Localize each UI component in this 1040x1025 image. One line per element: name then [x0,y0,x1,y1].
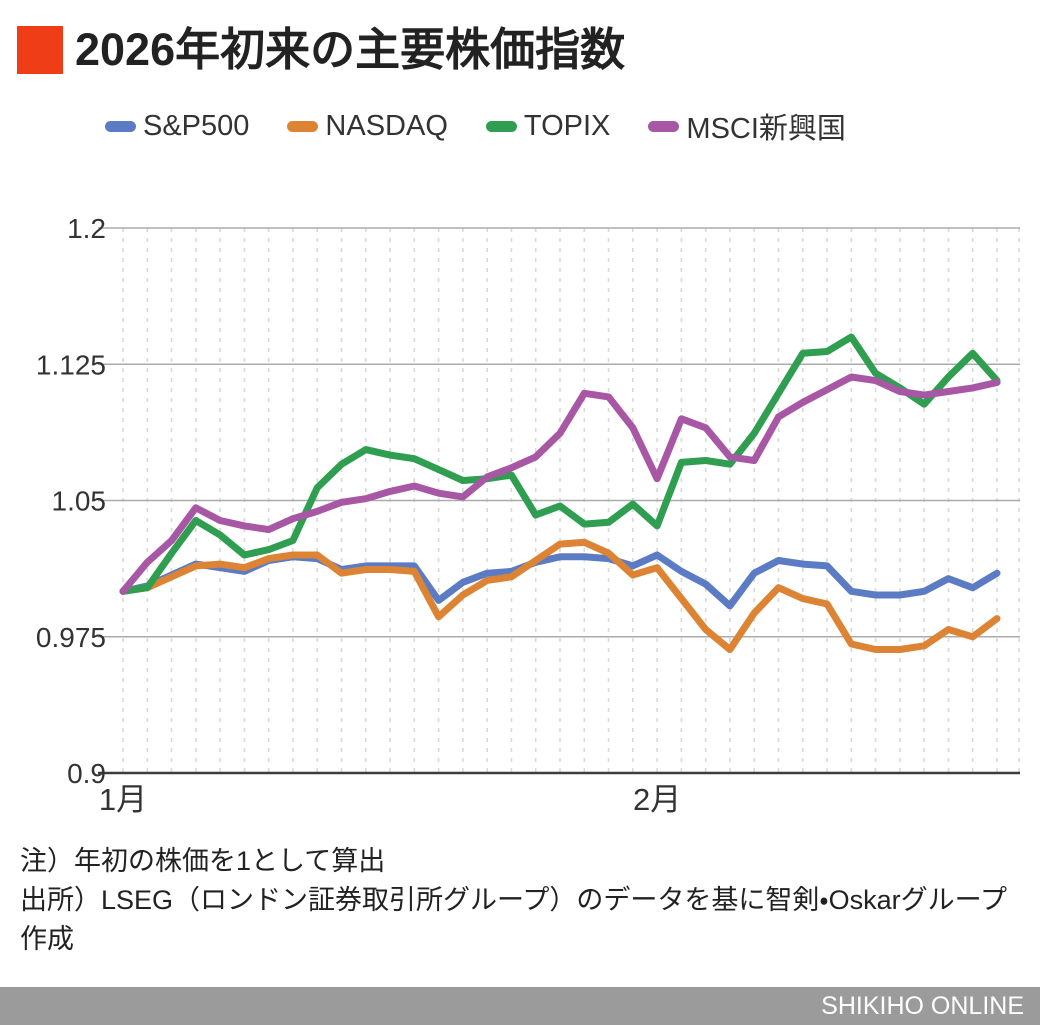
legend-item-topix: TOPIX [485,109,611,143]
footer-brand: SHIKIHO ONLINE [821,991,1024,1020]
title-accent-square [17,26,63,74]
legend-item-sp500: S&P500 [105,110,249,143]
legend-item-msci-em: MSCI新興国 [648,105,846,147]
legend-label-nasdaq: NASDAQ [325,109,448,142]
x-tick-label: 2月 [633,782,681,817]
x-tick-label: 1月 [99,782,147,817]
footer-bar: SHIKIHO ONLINE [0,987,1040,1025]
y-tick-label: 1.05 [52,486,107,517]
series-line-3 [119,373,1001,595]
legend-swatch-sp500 [105,120,136,132]
legend-label-sp500: S&P500 [143,109,250,142]
legend-swatch-nasdaq [287,120,319,132]
y-tick-label: 1.125 [36,349,106,380]
chart-notes: 注）年初の株価を1として算出 出所）LSEG（ロンドン証券取引所グループ）のデー… [20,842,1012,959]
y-axis-labels: 1.2 1.125 1.05 0.975 0.9 [36,213,106,789]
chart-legend: S&P500 NASDAQ TOPIX MSCI新興国 [105,109,846,145]
y-tick-label: 0.975 [36,622,106,653]
legend-swatch-topix [485,120,517,132]
legend-label-topix: TOPIX [523,109,611,142]
series-line-1 [119,538,1001,653]
x-axis-labels: 1月 2月 [99,782,681,817]
chart-header: 2026年初来の主要株価指数 [17,22,625,78]
y-tick-label: 1.2 [67,213,106,244]
legend-label-msci-em: MSCI新興国 [686,113,846,145]
y-tick-label: 0.9 [67,758,106,789]
source-line: 出所）LSEG（ロンドン証券取引所グループ）のデータを基に智剣・Oskarグルー… [20,885,1007,954]
series-line-2 [119,333,1001,595]
legend-swatch-msci-em [648,120,680,132]
note-line: 注）年初の株価を1として算出 [20,846,386,876]
page-title: 2026年初来の主要株価指数 [75,24,626,75]
legend-item-nasdaq: NASDAQ [287,109,448,143]
horizontal-gridlines [98,227,1020,775]
